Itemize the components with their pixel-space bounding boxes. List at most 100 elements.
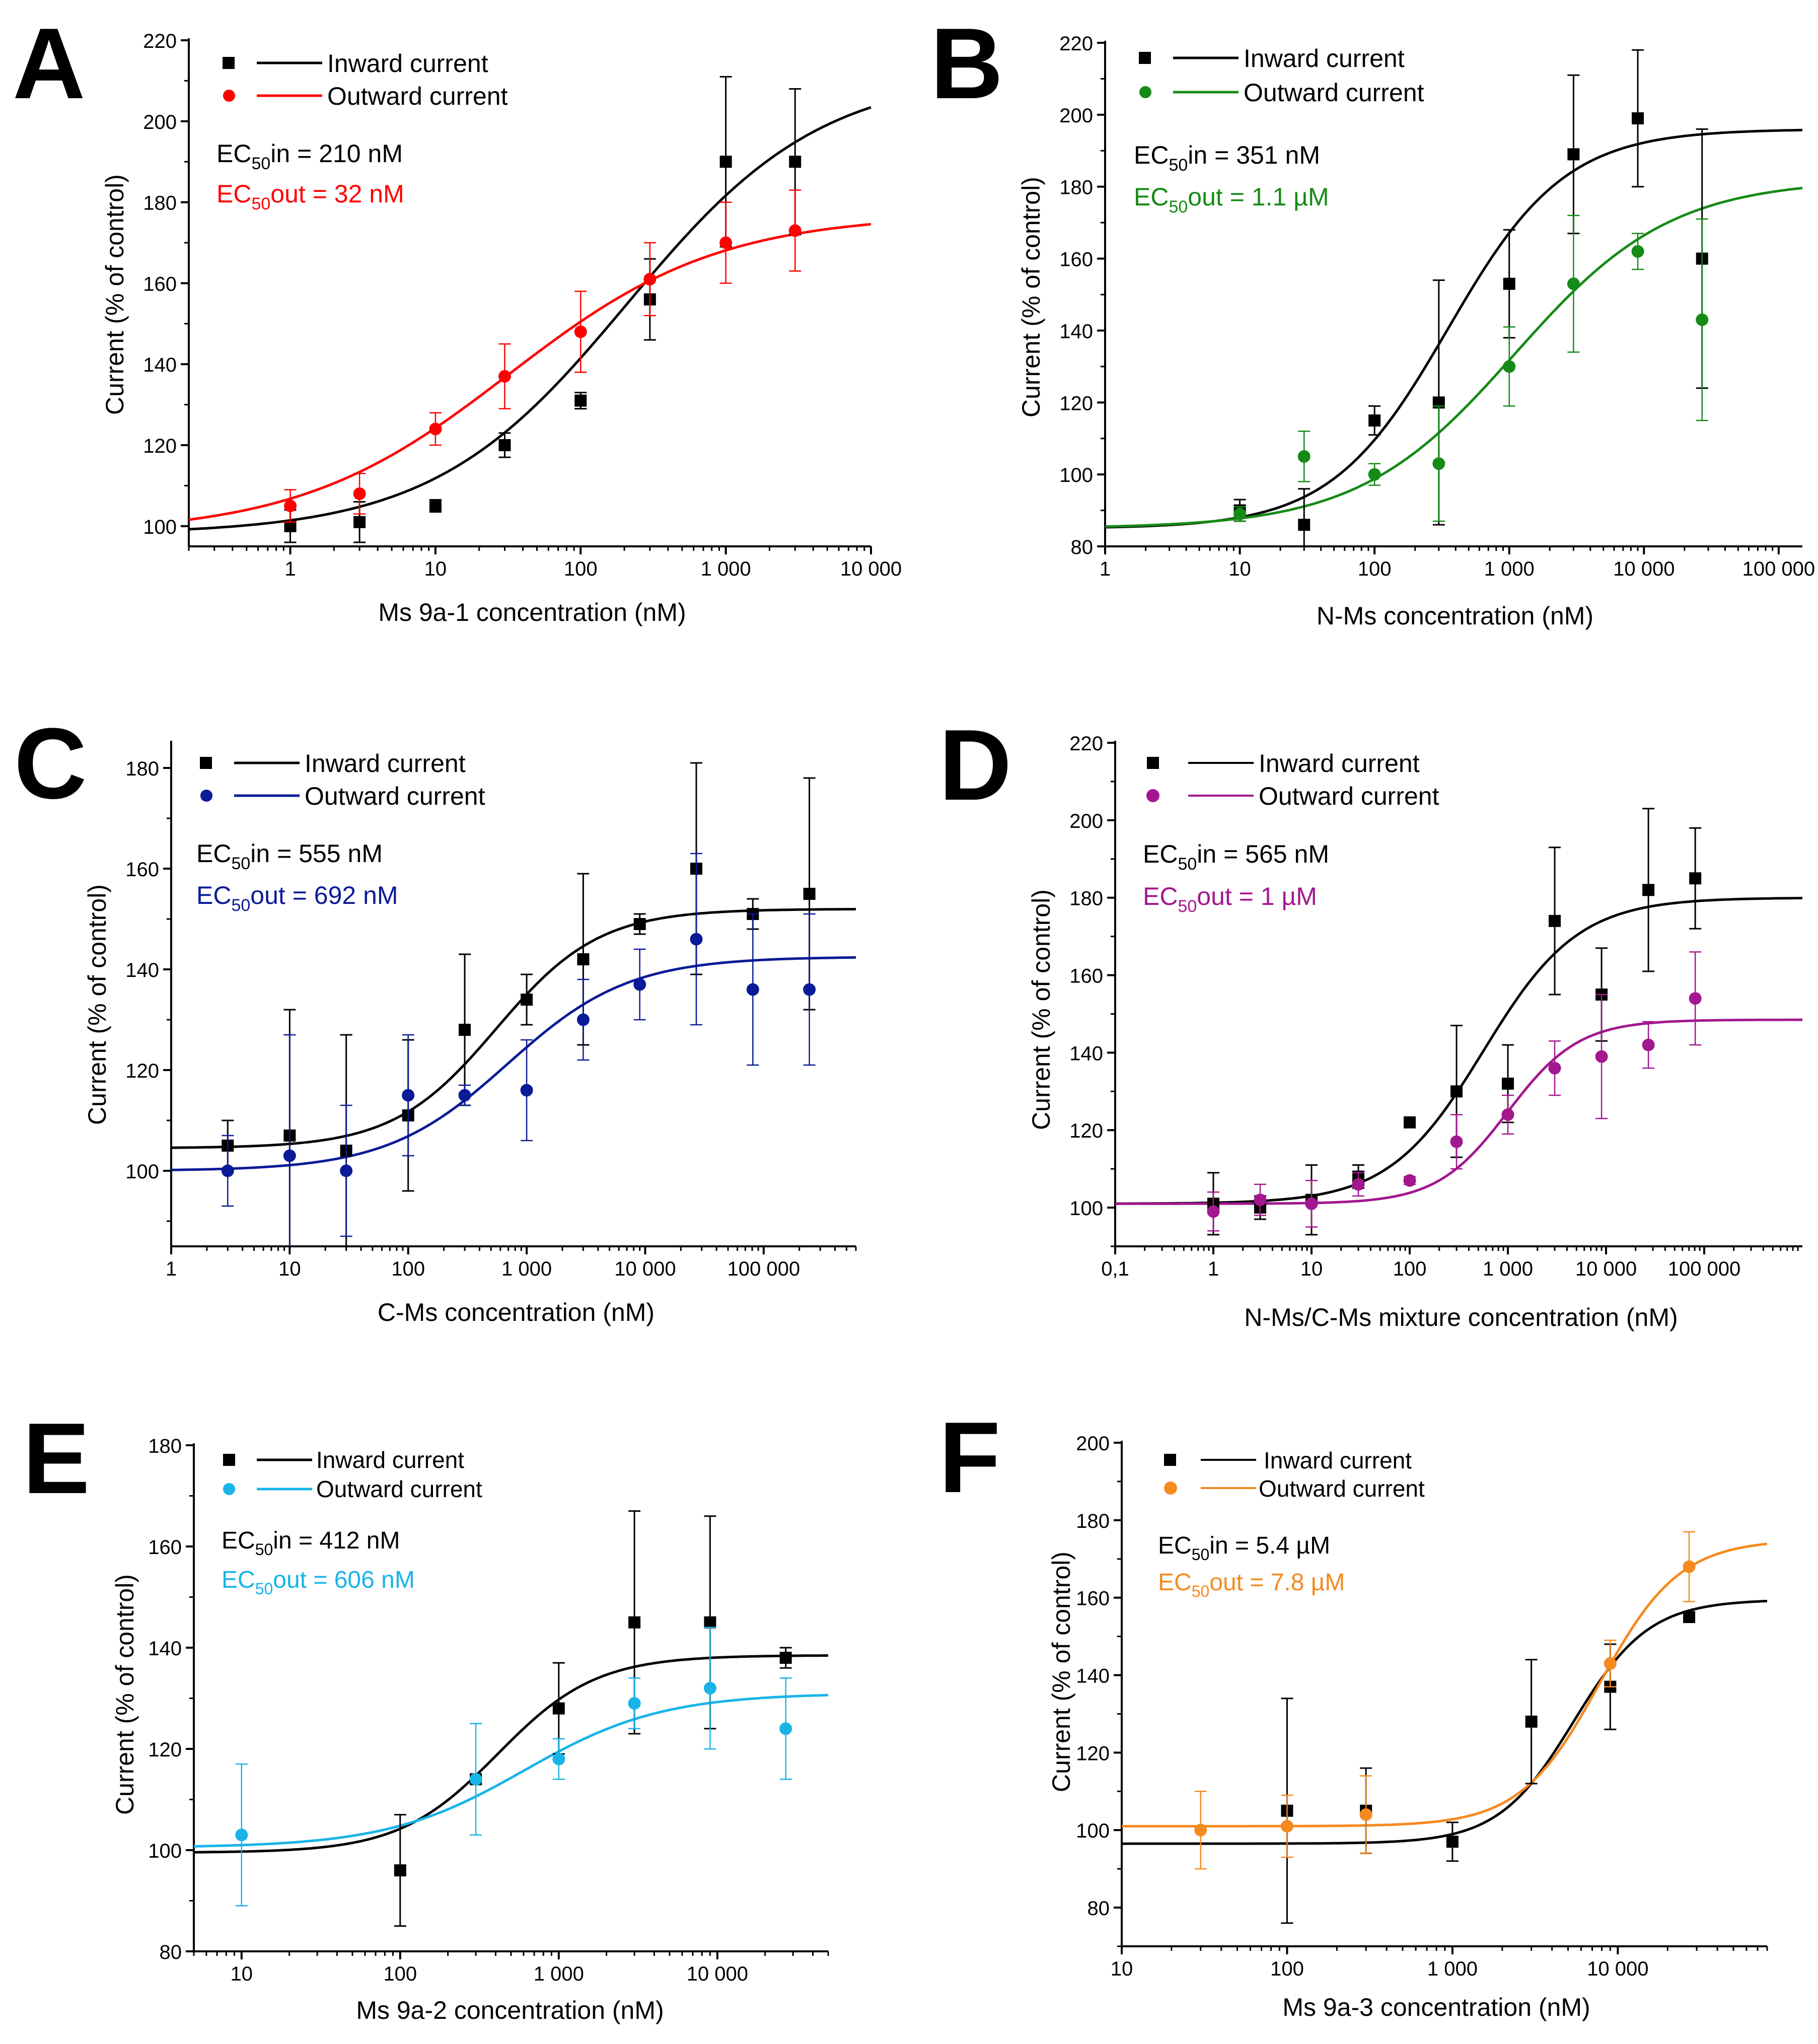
- data-point-outward-B-0: [1233, 508, 1247, 521]
- legend-marker-outward-E: [223, 1483, 235, 1495]
- data-point-inward-D-6: [1502, 1077, 1514, 1090]
- x-tick-label-D-6: 100 000: [1668, 1258, 1741, 1280]
- ec50-outward-A: EC50out = 32 nM: [216, 180, 404, 214]
- y-tick-label-F-6: 200: [1076, 1433, 1110, 1455]
- data-point-outward-A-0: [284, 500, 297, 513]
- legend-C: Inward current Outward current: [200, 749, 485, 810]
- y-tick-label-A-3: 160: [143, 273, 177, 295]
- panel-D: D 100 120 140 160 180 200 220 0,1 1 10 100 1 000 10 …: [939, 709, 1803, 1331]
- x-axis-label-C: C-Ms concentration (nM): [378, 1298, 655, 1326]
- plot-B: 80 100 120 140 160 180 200 220 1 10 100 1 000 10 000…: [1059, 33, 1815, 580]
- panel-letter-C: C: [14, 708, 87, 820]
- data-point-outward-B-2: [1368, 468, 1381, 481]
- x-tick-label-E-2: 1 000: [534, 1963, 584, 1985]
- data-point-outward-D-0: [1207, 1205, 1220, 1218]
- legend-marker-inward-C: [200, 757, 212, 769]
- data-point-outward-A-7: [788, 224, 802, 237]
- plot-A: 100 120 140 160 180 200 220 1 10 100 1 000 10 000: [143, 30, 902, 580]
- y-tick-label-A-6: 220: [143, 30, 177, 52]
- x-tick-label-C-5: 100 000: [728, 1258, 801, 1280]
- x-tick-label-C-1: 10: [278, 1258, 301, 1280]
- data-point-outward-E-3: [628, 1697, 641, 1710]
- legend-marker-inward-D: [1147, 757, 1159, 769]
- y-tick-label-D-0: 100: [1069, 1197, 1103, 1220]
- data-point-outward-C-9: [746, 983, 759, 996]
- y-tick-label-F-0: 80: [1087, 1897, 1110, 1920]
- legend-E: Inward current Outward current: [223, 1447, 482, 1502]
- y-tick-label-B-4: 160: [1059, 249, 1093, 271]
- fit-curve-inward-C: [171, 907, 856, 1149]
- data-point-outward-C-10: [803, 983, 816, 996]
- data-point-inward-E-0: [394, 1864, 406, 1877]
- data-point-inward-A-6: [719, 156, 732, 168]
- y-axis-label-A: Current (% of control): [101, 174, 129, 415]
- x-tick-label-C-2: 100: [391, 1258, 425, 1280]
- legend-label-outward-C: Outward current: [305, 782, 485, 810]
- data-point-inward-F-5: [1683, 1611, 1696, 1624]
- x-tick-label-D-4: 1 000: [1483, 1258, 1533, 1280]
- legend-marker-inward-E: [223, 1454, 235, 1466]
- ec50-inward-F: EC50in = 5.4 µM: [1158, 1532, 1330, 1564]
- y-tick-label-B-2: 120: [1059, 392, 1093, 414]
- x-axis-label-F: Ms 9a-3 concentration (nM): [1282, 1993, 1590, 2021]
- panel-letter-E: E: [23, 1402, 90, 1515]
- panel-letter-A: A: [13, 8, 85, 120]
- ec50-outward-B: EC50out = 1.1 µM: [1134, 183, 1329, 217]
- x-tick-label-C-0: 1: [166, 1258, 177, 1280]
- legend-A: Inward current Outward current: [223, 49, 508, 110]
- y-tick-label-E-2: 120: [148, 1739, 182, 1761]
- x-tick-label-E-1: 100: [383, 1963, 417, 1985]
- x-tick-label-E-0: 10: [231, 1963, 253, 1985]
- x-tick-label-D-3: 100: [1393, 1258, 1427, 1280]
- data-point-inward-C-10: [803, 888, 816, 900]
- data-point-inward-C-6: [577, 953, 590, 965]
- legend-label-inward-A: Inward current: [327, 49, 488, 78]
- legend-label-inward-D: Inward current: [1259, 749, 1420, 778]
- data-point-outward-B-7: [1696, 313, 1709, 326]
- legend-marker-outward-F: [1164, 1482, 1177, 1495]
- data-point-inward-A-3: [498, 439, 511, 451]
- data-point-inward-B-1: [1298, 519, 1311, 531]
- x-axis-label-B: N-Ms concentration (nM): [1317, 602, 1593, 630]
- y-tick-label-F-2: 120: [1076, 1742, 1110, 1765]
- x-axis-label-D: N-Ms/C-Ms mixture concentration (nM): [1244, 1303, 1678, 1331]
- data-point-outward-D-6: [1501, 1108, 1514, 1121]
- data-point-outward-D-2: [1305, 1197, 1318, 1210]
- data-point-outward-C-7: [633, 978, 646, 991]
- data-point-inward-D-5: [1450, 1085, 1463, 1098]
- data-point-outward-F-2: [1359, 1808, 1372, 1821]
- plot-E: 80 100 120 140 160 180 10 100 1 000 10 000: [148, 1435, 829, 1985]
- data-point-inward-A-7: [789, 156, 802, 168]
- panel-E: E 80 100 120 140 160 180 10 100 1 000 10 000 Curr…: [23, 1402, 829, 2024]
- x-tick-label-F-0: 10: [1111, 1958, 1133, 1980]
- fit-curve-outward-C: [171, 956, 856, 1171]
- x-tick-label-B-4: 10 000: [1613, 558, 1675, 580]
- y-tick-label-C-2: 140: [125, 959, 159, 981]
- data-point-outward-C-3: [402, 1089, 415, 1102]
- legend-marker-inward-F: [1164, 1454, 1176, 1466]
- legend-label-outward-F: Outward current: [1259, 1475, 1425, 1502]
- legend-label-outward-A: Outward current: [327, 82, 508, 110]
- legend-label-outward-B: Outward current: [1244, 79, 1424, 107]
- y-tick-label-F-5: 180: [1076, 1510, 1110, 1532]
- fit-curve-outward-A: [188, 223, 871, 521]
- data-point-outward-A-1: [353, 487, 366, 500]
- data-point-outward-C-4: [458, 1089, 471, 1102]
- data-point-inward-B-4: [1503, 277, 1515, 290]
- panel-letter-B: B: [930, 8, 1003, 120]
- legend-marker-outward-B: [1139, 86, 1151, 98]
- y-tick-label-E-4: 160: [148, 1536, 182, 1559]
- plot-D: 100 120 140 160 180 200 220 0,1 1 10 100 1 000 10 00…: [1069, 733, 1803, 1280]
- data-point-outward-A-4: [574, 325, 587, 338]
- data-point-outward-B-1: [1297, 450, 1311, 463]
- fit-curve-outward-B: [1105, 186, 1803, 528]
- y-tick-label-E-0: 80: [160, 1941, 182, 1963]
- data-point-outward-E-0: [235, 1828, 248, 1842]
- data-point-inward-D-9: [1642, 884, 1655, 896]
- x-tick-label-B-3: 1 000: [1484, 558, 1535, 580]
- data-point-outward-F-3: [1604, 1657, 1617, 1670]
- y-tick-label-D-2: 140: [1069, 1042, 1103, 1065]
- x-tick-label-B-2: 100: [1358, 558, 1392, 580]
- data-point-outward-D-10: [1689, 992, 1702, 1005]
- y-tick-label-B-3: 140: [1059, 320, 1093, 342]
